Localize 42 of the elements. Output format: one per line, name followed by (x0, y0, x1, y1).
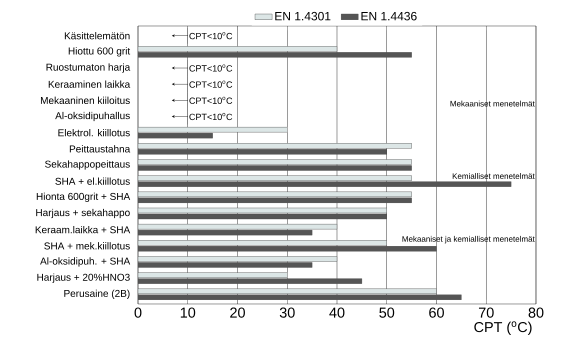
annotation: CPT<10$^{o}$C (189, 96, 232, 104)
y-tick-label: Elektrol. kiillotus (58, 129, 130, 136)
y-tick-label: Mekaaninen kiiloitus (40, 96, 130, 104)
legend-label: EN 1.4301 (275, 12, 330, 20)
annotation: CPT<10$^{o}$C (189, 64, 232, 72)
x-tick-label: 0 (134, 308, 142, 318)
y-tick-label: Keraaminen laikka (48, 80, 130, 88)
y-tick-label: Ruostumaton harja (46, 63, 130, 73)
y-tick-label: Peittaustahna (70, 145, 130, 152)
y-tick-label: SHA + el.kiillotus (55, 177, 130, 185)
x-tick-label: 20 (230, 308, 245, 318)
y-tick-label: Hiottu 600 grit (68, 47, 130, 57)
y-tick-label: Harjaus + 20%HNO3 (37, 273, 130, 283)
bar (138, 224, 338, 230)
x-tick-label: 30 (280, 308, 295, 318)
y-tick-label: Al-oksidipuhallus (55, 112, 130, 122)
x-tick-label: 60 (429, 308, 444, 318)
y-tick-label: Hionta 600grit + SHA (36, 192, 130, 202)
bar (138, 192, 412, 198)
bar (138, 272, 288, 278)
y-tick-label: Harjaus + sekahappo (36, 208, 130, 218)
x-tick-label: 80 (528, 308, 544, 318)
y-tick-label: Keraam.laikka + SHA (36, 226, 130, 234)
bar (138, 143, 412, 149)
bar (138, 175, 412, 181)
x-axis-title: CPT ($^{o}$C) (474, 321, 532, 336)
annotation: CPT<10$^{o}$C (189, 32, 232, 40)
y-tick-label: SHA + mek.kiillotus (44, 242, 130, 250)
annotation: CPT<10$^{o}$C (189, 112, 232, 120)
y-tick-label: Perusaine (2B) (64, 290, 130, 299)
bar (138, 46, 338, 52)
legend-label: EN 1.4436 (361, 12, 417, 20)
bar (138, 240, 387, 246)
y-tick-label: Käsittelemätön (64, 32, 130, 40)
annotation: CPT<10$^{o}$C (189, 80, 232, 88)
x-tick-label: 40 (329, 308, 344, 318)
x-tick-label: 50 (379, 308, 394, 318)
y-tick-label: Al-oksidipuh. + SHA (40, 257, 130, 267)
x-tick-label: 70 (478, 308, 494, 318)
bar (138, 288, 437, 294)
x-tick-label: 10 (180, 308, 196, 318)
y-tick-label: Sekahappopeittaus (45, 160, 130, 170)
